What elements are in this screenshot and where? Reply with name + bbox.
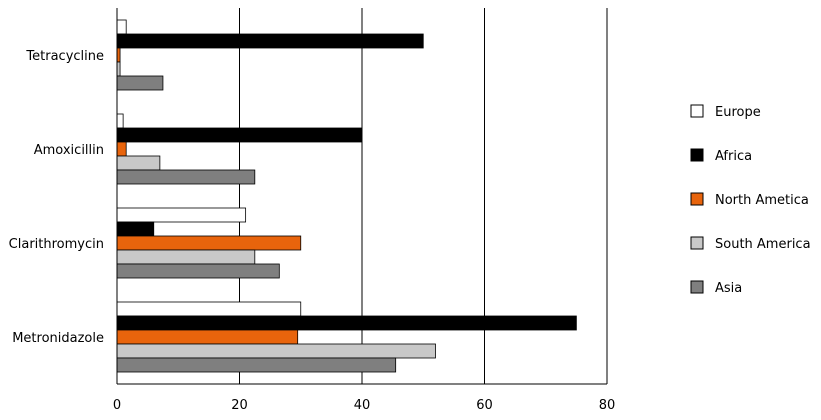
x-tick-label: 60 [476,398,493,413]
legend-label: Europe [715,105,761,120]
category-label: Amoxicillin [34,143,104,158]
legend-swatch [690,192,704,206]
bar-clarithromycin-north-ametica [116,235,302,251]
bar-metronidazole-north-ametica [116,329,299,345]
category-labels: Tetracycline Amoxicillin Clarithromycin Met… [9,49,104,346]
legend-label: Africa [715,149,752,164]
bar-metronidazole-europe [116,301,302,317]
bar-amoxicillin-north-ametica [116,141,127,157]
bar-amoxicillin-south-america [116,155,161,171]
bar-tetracycline-europe [116,19,127,35]
bar-clarithromycin-asia [116,263,280,279]
legend-swatch [690,280,704,294]
bars [116,19,577,373]
bar-clarithromycin-south-america [116,249,256,265]
legend: Europe Africa North Ametica South America As… [690,104,811,296]
x-tick-label: 40 [354,398,371,413]
legend-label: North Ametica [715,193,809,208]
bar-metronidazole-south-america [116,343,436,359]
bar-tetracycline-africa [116,33,424,49]
x-tick-label: 80 [599,398,616,413]
bar-metronidazole-africa [116,315,577,331]
x-tick-label: 20 [231,398,248,413]
bar-tetracycline-asia [116,75,164,91]
legend-swatch [690,104,704,118]
bar-amoxicillin-europe [116,113,124,129]
category-label: Tetracycline [25,49,104,64]
category-label: Clarithromycin [9,237,104,252]
legend-label: South America [715,237,811,252]
legend-swatch [690,236,704,250]
bar-metronidazole-asia [116,357,397,373]
bar-clarithromycin-africa [116,221,155,237]
bar-clarithromycin-europe [116,207,247,223]
legend-label: Asia [715,281,742,296]
x-axis-ticks: 0 20 40 60 80 [113,398,615,413]
bar-amoxicillin-asia [116,169,256,185]
category-label: Metronidazole [12,331,104,346]
legend-swatch [690,148,704,162]
x-tick-label: 0 [113,398,121,413]
bar-amoxicillin-africa [116,127,363,143]
